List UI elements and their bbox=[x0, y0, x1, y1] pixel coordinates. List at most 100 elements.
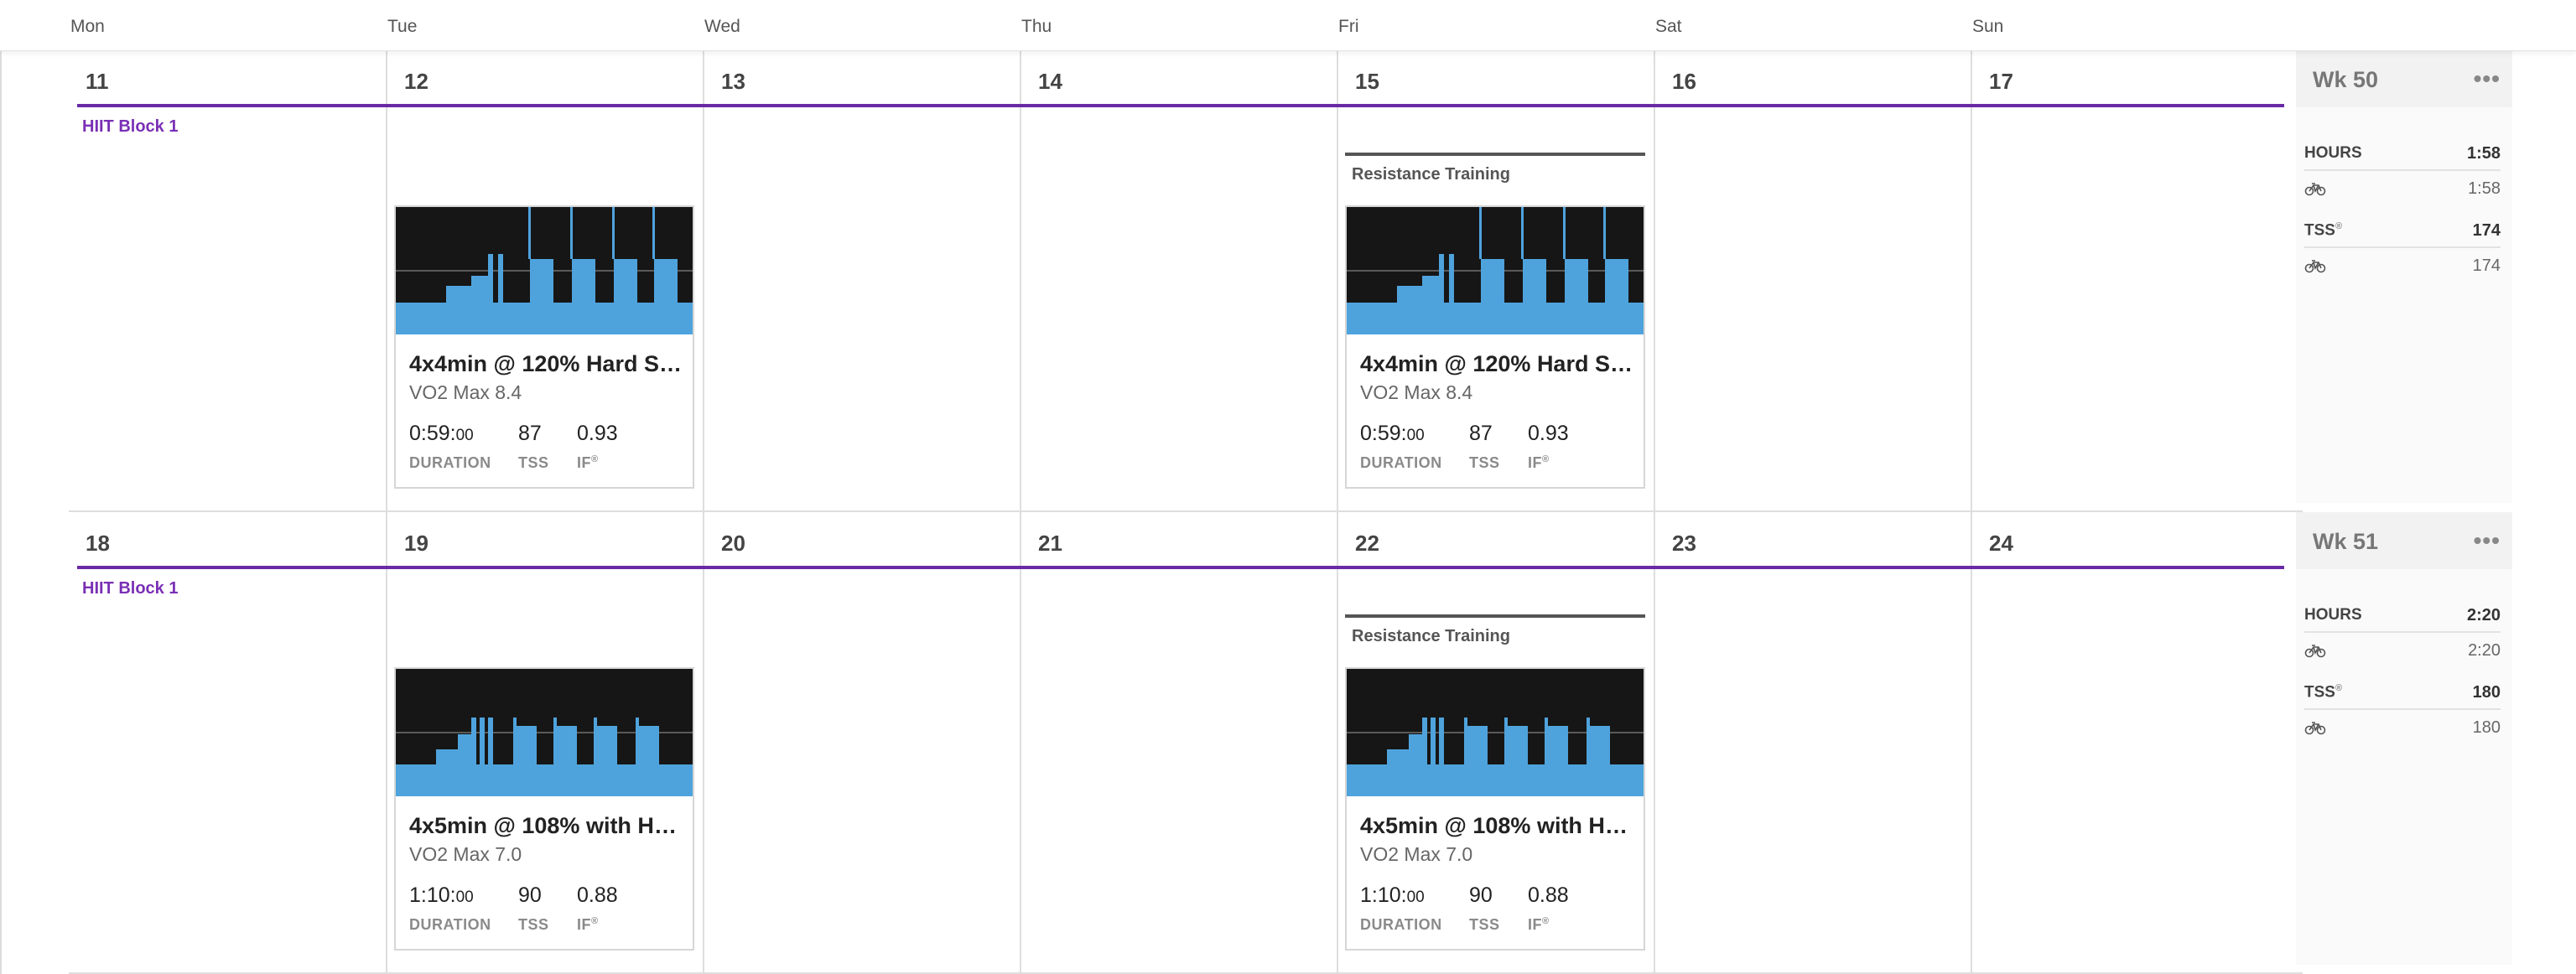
workout-profile-chart bbox=[1347, 207, 1644, 334]
resistance-training-event[interactable]: Resistance Training bbox=[1352, 627, 1510, 645]
day-cell-wed[interactable]: 13 bbox=[703, 50, 1020, 511]
day-number: 19 bbox=[404, 531, 428, 556]
tss-bike-value: 180 bbox=[2472, 718, 2501, 737]
day-cell-sat[interactable]: 16 bbox=[1654, 50, 1971, 511]
bike-icon bbox=[2304, 260, 2326, 273]
day-number: 23 bbox=[1672, 531, 1696, 556]
duration-label: DURATION bbox=[409, 916, 491, 933]
week-divider bbox=[69, 510, 2303, 512]
hours-bike-row: 2:20 bbox=[2304, 641, 2501, 661]
training-block-bar[interactable] bbox=[77, 566, 2284, 569]
workout-card[interactable]: 4x5min @ 108% with Ha... VO2 Max 7.0 1:1… bbox=[1345, 667, 1645, 951]
tss-bike-row: 180 bbox=[2304, 718, 2501, 738]
training-block-label[interactable]: HIIT Block 1 bbox=[82, 579, 179, 598]
day-number: 12 bbox=[404, 69, 428, 94]
week-summary-51: Wk 51 ••• HOURS 2:20 2:20 TSS® 180 180 bbox=[2296, 512, 2512, 965]
duration-label: DURATION bbox=[409, 454, 491, 471]
hours-label: HOURS bbox=[2304, 606, 2362, 624]
day-number: 17 bbox=[1989, 69, 2013, 94]
day-number: 11 bbox=[86, 69, 109, 94]
more-icon[interactable]: ••• bbox=[2473, 527, 2501, 553]
training-block-bar[interactable] bbox=[77, 104, 2284, 107]
tss-value: 87 bbox=[1469, 422, 1493, 445]
day-cell-sat[interactable]: 23 bbox=[1654, 512, 1971, 973]
week-divider bbox=[69, 972, 2303, 974]
day-number: 21 bbox=[1038, 531, 1062, 556]
workout-card[interactable]: 4x4min @ 120% Hard St... VO2 Max 8.4 0:5… bbox=[1345, 205, 1645, 489]
workout-subtitle: VO2 Max 8.4 bbox=[409, 381, 522, 403]
week-summary-header: Wk 50 ••• bbox=[2296, 50, 2512, 107]
resistance-training-event[interactable]: Resistance Training bbox=[1352, 165, 1510, 184]
dow-sun: Sun bbox=[1972, 17, 2004, 36]
day-cell-mon[interactable]: 18 bbox=[69, 512, 386, 973]
week-title: Wk 51 bbox=[2313, 529, 2379, 554]
week-summary-50: Wk 50 ••• HOURS 1:58 1:58 TSS® 174 174 bbox=[2296, 50, 2512, 503]
day-cell-tue[interactable]: 19 4x5min @ 108% with Ha... VO2 Max 7.0 … bbox=[386, 512, 703, 973]
week-summary-header: Wk 51 ••• bbox=[2296, 512, 2512, 569]
tss-value: 87 bbox=[518, 422, 542, 445]
day-number: 14 bbox=[1038, 69, 1062, 94]
if-label: IF® bbox=[577, 916, 599, 933]
day-cell-thu[interactable]: 14 bbox=[1020, 50, 1337, 511]
tss-row: TSS® 180 bbox=[2304, 683, 2501, 710]
duration-label: DURATION bbox=[1360, 916, 1442, 933]
bike-icon bbox=[2304, 722, 2326, 735]
bike-icon bbox=[2304, 645, 2326, 658]
duration-value: 1:10:00 bbox=[409, 883, 474, 907]
tss-label: TSS bbox=[518, 454, 549, 471]
bike-icon bbox=[2304, 183, 2326, 196]
workout-card[interactable]: 4x5min @ 108% with Ha... VO2 Max 7.0 1:1… bbox=[394, 667, 694, 951]
if-label: IF® bbox=[577, 454, 599, 471]
day-cell-fri[interactable]: 15 Resistance Training 4x4min @ 120% Har… bbox=[1337, 50, 1654, 511]
workout-profile-chart bbox=[1347, 669, 1644, 796]
calendar-left-border bbox=[0, 50, 2, 974]
week-row-2: 18 19 4x5min @ 108% with Ha... VO2 Max 7… bbox=[69, 512, 2308, 974]
day-cell-sun[interactable]: 17 bbox=[1971, 50, 2288, 511]
training-block-label[interactable]: HIIT Block 1 bbox=[82, 117, 179, 136]
hours-value: 1:58 bbox=[2466, 144, 2501, 163]
more-icon[interactable]: ••• bbox=[2473, 65, 2501, 91]
dow-fri: Fri bbox=[1338, 17, 1359, 36]
day-cell-mon[interactable]: 11 bbox=[69, 50, 386, 511]
dow-wed: Wed bbox=[704, 17, 740, 36]
if-value: 0.93 bbox=[1528, 422, 1569, 445]
day-number: 18 bbox=[86, 531, 110, 556]
tss-label: TSS bbox=[1469, 454, 1500, 471]
tss-value: 174 bbox=[2472, 221, 2501, 240]
duration-value: 0:59:00 bbox=[409, 422, 474, 445]
event-divider bbox=[1345, 153, 1645, 156]
if-label: IF® bbox=[1528, 916, 1550, 933]
day-number: 16 bbox=[1672, 69, 1696, 94]
day-cell-tue[interactable]: 12 4x4min @ 120% Hard St... VO2 Max 8.4 … bbox=[386, 50, 703, 511]
day-number: 13 bbox=[721, 69, 745, 94]
workout-title: 4x5min @ 108% with Ha... bbox=[1360, 813, 1633, 838]
day-number: 15 bbox=[1355, 69, 1379, 94]
hours-row: HOURS 1:58 bbox=[2304, 144, 2501, 171]
day-number: 20 bbox=[721, 531, 745, 556]
tss-value: 180 bbox=[2472, 683, 2501, 702]
tss-bike-value: 174 bbox=[2472, 256, 2501, 275]
duration-value: 1:10:00 bbox=[1360, 883, 1425, 907]
week-title: Wk 50 bbox=[2313, 67, 2379, 92]
tss-label: TSS bbox=[1469, 916, 1500, 933]
hours-bike-row: 1:58 bbox=[2304, 179, 2501, 199]
dow-tue: Tue bbox=[387, 17, 418, 36]
day-cell-wed[interactable]: 20 bbox=[703, 512, 1020, 973]
workout-title: 4x5min @ 108% with Ha... bbox=[409, 813, 683, 838]
day-cell-sun[interactable]: 24 bbox=[1971, 512, 2288, 973]
hours-row: HOURS 2:20 bbox=[2304, 606, 2501, 633]
workout-card[interactable]: 4x4min @ 120% Hard St... VO2 Max 8.4 0:5… bbox=[394, 205, 694, 489]
workout-title: 4x4min @ 120% Hard St... bbox=[409, 351, 683, 376]
day-number: 24 bbox=[1989, 531, 2013, 556]
tss-bike-row: 174 bbox=[2304, 256, 2501, 277]
duration-value: 0:59:00 bbox=[1360, 422, 1425, 445]
tss-value: 90 bbox=[1469, 883, 1493, 907]
workout-title: 4x4min @ 120% Hard St... bbox=[1360, 351, 1633, 376]
workout-subtitle: VO2 Max 7.0 bbox=[1360, 843, 1473, 865]
hours-bike-value: 1:58 bbox=[2468, 179, 2501, 198]
tss-row: TSS® 174 bbox=[2304, 221, 2501, 248]
day-cell-thu[interactable]: 21 bbox=[1020, 512, 1337, 973]
duration-label: DURATION bbox=[1360, 454, 1442, 471]
week-row-1: 11 12 4x4min @ 120% Hard St... VO2 Max 8… bbox=[69, 50, 2308, 512]
day-cell-fri[interactable]: 22 Resistance Training 4x5min @ 108% wit… bbox=[1337, 512, 1654, 973]
